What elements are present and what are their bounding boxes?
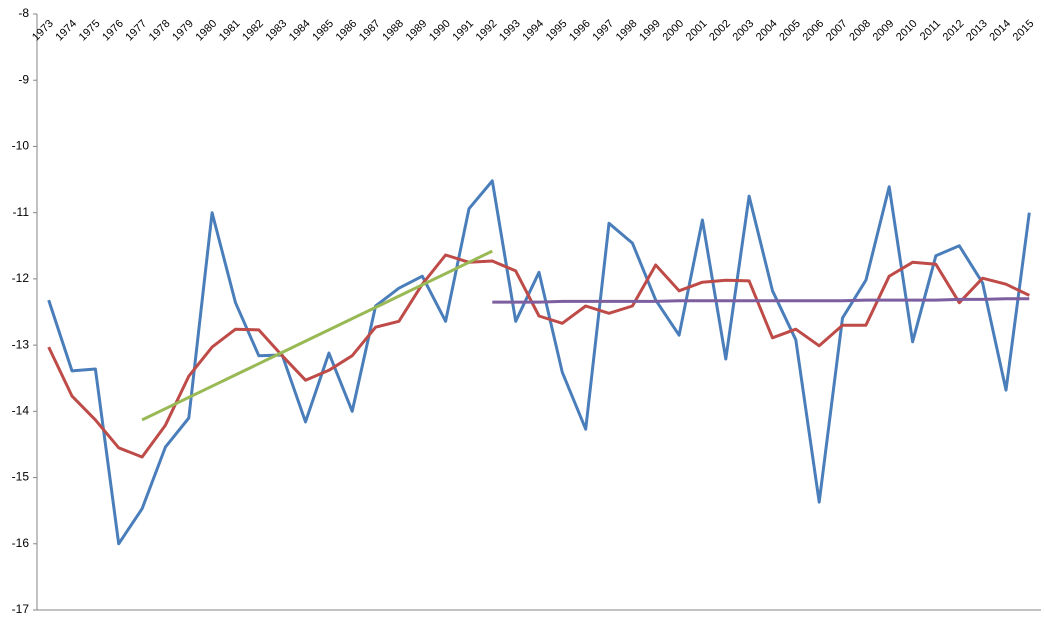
y-tick-label: -14 <box>12 404 30 418</box>
x-tick-label: 2003 <box>731 18 757 44</box>
x-tick-label: 1996 <box>567 18 593 44</box>
y-tick-label: -8 <box>18 6 29 20</box>
x-tick-label: 2007 <box>824 18 850 44</box>
series-line <box>492 297 1030 304</box>
x-tick-label: 1975 <box>77 18 103 44</box>
series-line <box>47 179 1031 546</box>
x-tick-label: 2010 <box>894 18 920 44</box>
x-tick-label: 1988 <box>380 18 406 44</box>
x-tick-label: 1981 <box>217 18 243 44</box>
x-tick-label: 2002 <box>707 18 733 44</box>
x-tick-label: 1974 <box>53 18 79 44</box>
x-tick-label: 1989 <box>404 18 430 44</box>
x-tick-label: 1990 <box>427 18 453 44</box>
x-tick-label: 1978 <box>147 18 173 44</box>
x-tick-label: 1991 <box>450 18 476 44</box>
series-line <box>47 253 1030 459</box>
x-tick-label: 1973 <box>30 18 56 44</box>
x-tick-label: 2011 <box>918 18 943 43</box>
y-tick-label: -9 <box>18 72 29 86</box>
x-tick-label: 2005 <box>777 18 803 44</box>
x-tick-label: 2012 <box>941 18 967 44</box>
x-tick-label: 1983 <box>264 18 290 44</box>
x-tick-label: 1997 <box>590 18 616 44</box>
x-tick-label: 2006 <box>801 18 827 44</box>
x-tick-label: 1993 <box>497 18 523 44</box>
x-tick-label: 2001 <box>684 18 710 44</box>
x-tick-label: 1985 <box>310 18 336 44</box>
y-tick-label: -12 <box>12 271 30 285</box>
x-tick-label: 2015 <box>1011 18 1037 44</box>
x-tick-label: 1987 <box>357 18 383 44</box>
x-tick-label: 2004 <box>754 18 780 44</box>
x-tick-label: 1994 <box>520 18 546 44</box>
series-line <box>141 249 493 422</box>
y-tick-label: -17 <box>12 602 30 616</box>
y-tick-label: -10 <box>12 139 30 153</box>
x-tick-label: 1998 <box>614 18 640 44</box>
x-tick-label: 1982 <box>240 18 266 44</box>
x-tick-label: 1984 <box>287 18 313 44</box>
x-tick-label: 1992 <box>474 18 500 44</box>
x-tick-label: 1976 <box>100 18 126 44</box>
y-tick-label: -11 <box>13 205 30 219</box>
x-tick-label: 1980 <box>193 18 219 44</box>
y-tick-label: -13 <box>12 337 30 351</box>
x-tick-label: 2009 <box>871 18 897 44</box>
x-tick-label: 2013 <box>964 18 990 44</box>
x-tick-label: 1979 <box>170 18 196 44</box>
x-tick-label: 1986 <box>334 18 360 44</box>
y-tick-label: -16 <box>12 536 30 550</box>
x-tick-label: 2014 <box>987 18 1013 44</box>
y-tick-label: -15 <box>12 470 30 484</box>
x-tick-label: 1977 <box>123 18 149 44</box>
x-tick-label: 1999 <box>637 18 663 44</box>
x-tick-label: 2008 <box>847 18 873 44</box>
x-tick-label: 1995 <box>544 18 570 44</box>
x-tick-label: 2000 <box>660 18 686 44</box>
